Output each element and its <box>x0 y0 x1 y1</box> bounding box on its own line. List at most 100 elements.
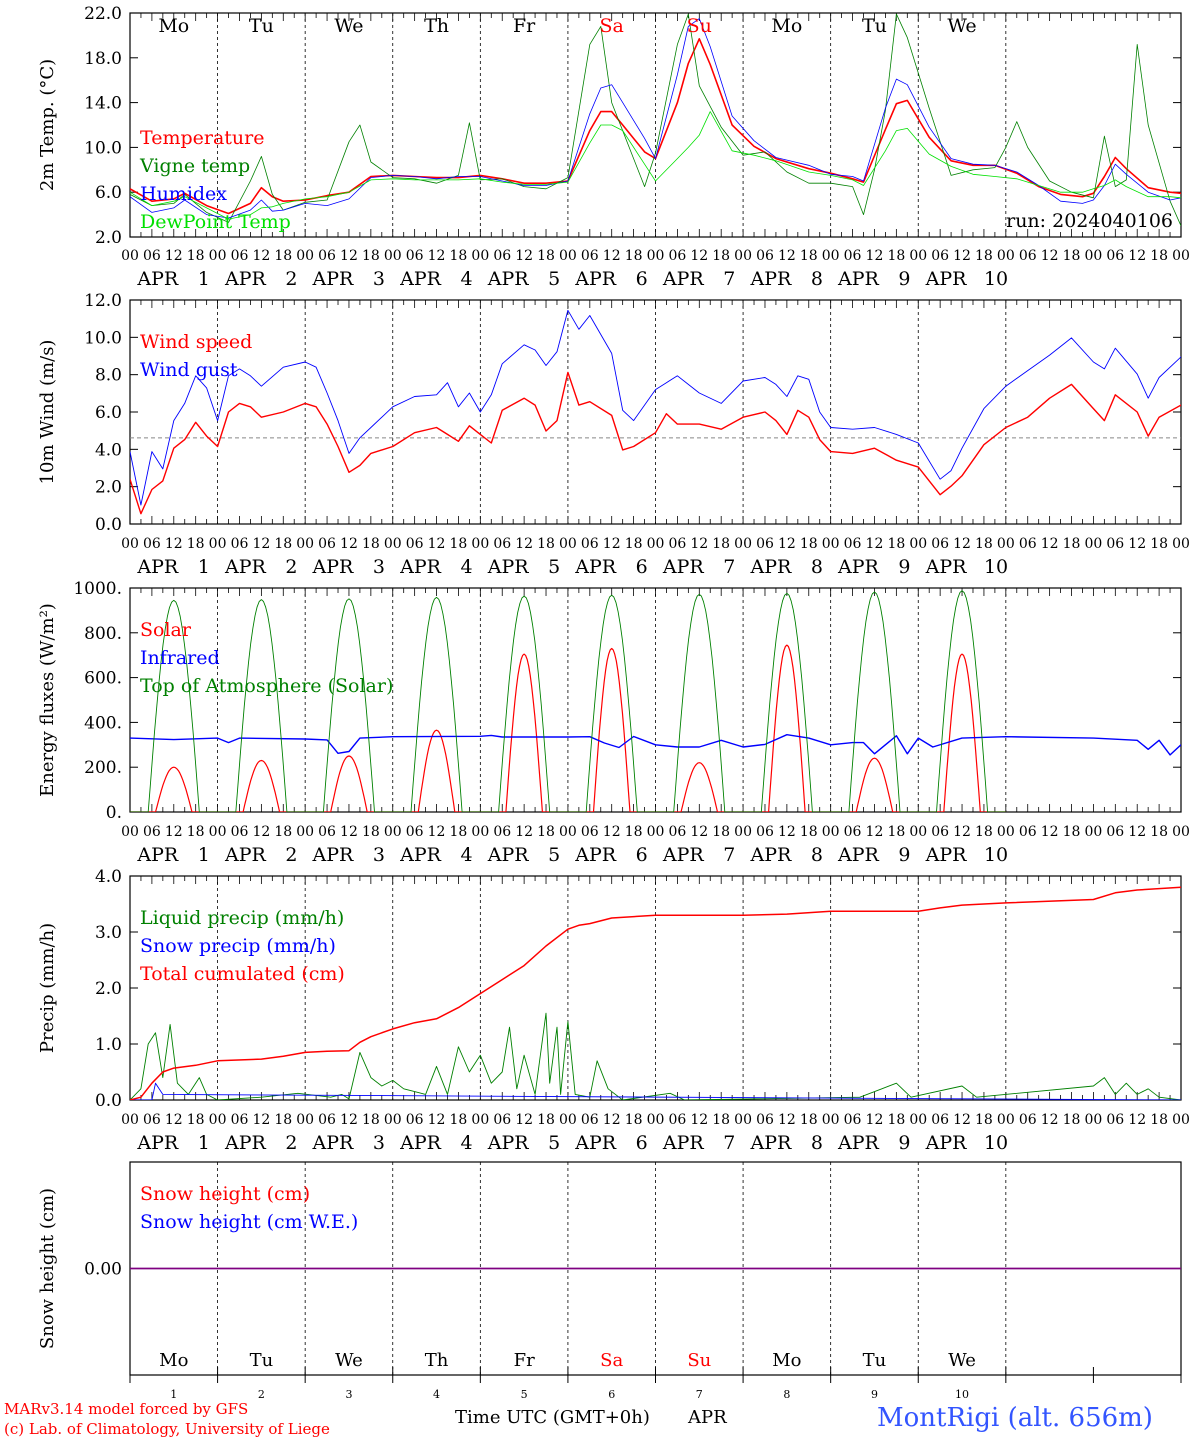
date-day-label: 7 <box>723 268 735 290</box>
date-day-label: 5 <box>548 844 560 866</box>
hour-tick-label: 00 <box>384 536 402 552</box>
weekday-label: We <box>947 15 976 37</box>
date-month-label: APR <box>487 556 530 578</box>
hour-tick-label: 12 <box>1041 536 1059 552</box>
date-day-label: 8 <box>811 268 823 290</box>
date-day-label: 9 <box>898 844 910 866</box>
date-day-label: 8 <box>811 844 823 866</box>
hour-tick-label: 12 <box>1041 1112 1059 1128</box>
hour-tick-label: 06 <box>406 248 424 264</box>
weekday-label: Th <box>424 15 449 37</box>
hour-tick-label: 12 <box>603 1112 621 1128</box>
weekday-label: Su <box>687 15 712 37</box>
hour-tick-label: 12 <box>778 536 796 552</box>
hour-tick-label: 00 <box>822 248 840 264</box>
hour-tick-label: 12 <box>690 536 708 552</box>
hour-tick-label: 06 <box>581 824 599 840</box>
hour-tick-label: 00 <box>471 536 489 552</box>
hour-tick-label: 18 <box>537 536 555 552</box>
weekday-label: We <box>948 1350 976 1371</box>
hour-tick-label: 18 <box>274 536 292 552</box>
weekday-label: Tu <box>249 15 274 37</box>
hour-tick-label: 00 <box>384 248 402 264</box>
hour-tick-label: 18 <box>1063 248 1081 264</box>
y-tick-label: 4.0 <box>95 867 122 887</box>
hour-tick-label: 00 <box>121 824 139 840</box>
hour-tick-label: 06 <box>406 536 424 552</box>
hour-tick-label: 06 <box>318 248 336 264</box>
day-number-label: 6 <box>608 1388 615 1401</box>
hour-tick-label: 00 <box>559 1112 577 1128</box>
hour-tick-label: 18 <box>1150 248 1168 264</box>
hour-tick-label: 00 <box>1172 1112 1190 1128</box>
hour-tick-label: 18 <box>537 1112 555 1128</box>
hour-tick-label: 06 <box>581 536 599 552</box>
hour-tick-label: 06 <box>1106 1112 1124 1128</box>
y-tick-label: 14.0 <box>84 94 122 114</box>
y-tick-label: 3.0 <box>95 923 122 943</box>
date-day-label: 1 <box>198 268 210 290</box>
date-day-label: 5 <box>548 556 560 578</box>
y-tick-label: 400. <box>84 713 122 733</box>
day-number-label: 7 <box>696 1388 703 1401</box>
hour-tick-label: 06 <box>231 248 249 264</box>
hour-tick-label: 06 <box>668 1112 686 1128</box>
date-month-label: APR <box>312 1132 355 1154</box>
hour-tick-label: 06 <box>318 824 336 840</box>
hour-tick-label: 18 <box>800 248 818 264</box>
date-month-label: APR <box>224 268 267 290</box>
date-month-label: APR <box>925 1132 968 1154</box>
date-month-label: APR <box>224 556 267 578</box>
y-tick-label: 6.0 <box>95 403 122 423</box>
hour-tick-label: 00 <box>647 824 665 840</box>
hour-tick-label: 00 <box>997 248 1015 264</box>
hour-tick-label: 06 <box>1019 248 1037 264</box>
date-month-label: APR <box>837 1132 880 1154</box>
date-month-label: APR <box>312 844 355 866</box>
date-month-label: APR <box>136 1132 179 1154</box>
date-day-label: 10 <box>984 844 1008 866</box>
hour-tick-label: 18 <box>537 248 555 264</box>
weekday-label: Su <box>687 1350 711 1371</box>
hour-tick-label: 12 <box>165 824 183 840</box>
series-line <box>130 886 1181 1100</box>
hour-tick-label: 18 <box>800 824 818 840</box>
hour-tick-label: 00 <box>647 248 665 264</box>
date-day-label: 2 <box>285 844 297 866</box>
hour-tick-label: 18 <box>450 536 468 552</box>
hour-tick-label: 00 <box>647 1112 665 1128</box>
date-day-label: 8 <box>811 556 823 578</box>
y-tick-label: 18.0 <box>84 49 122 69</box>
hour-tick-label: 12 <box>515 824 533 840</box>
series-line <box>130 111 1181 220</box>
y-tick-label: 10.0 <box>84 138 122 158</box>
day-number-label: 4 <box>433 1388 440 1401</box>
hour-tick-label: 00 <box>296 536 314 552</box>
hour-tick-label: 06 <box>931 536 949 552</box>
legend-entry: Snow height (cm W.E.) <box>140 1211 358 1233</box>
hour-tick-label: 06 <box>1106 536 1124 552</box>
date-month-label: APR <box>136 268 179 290</box>
date-day-label: 3 <box>373 556 385 578</box>
date-month-label: APR <box>224 844 267 866</box>
y-tick-label: 10.0 <box>84 328 122 348</box>
series-line <box>130 38 1181 215</box>
hour-tick-label: 12 <box>428 536 446 552</box>
weekday-label: Fr <box>514 1350 535 1371</box>
hour-tick-label: 18 <box>450 824 468 840</box>
hour-tick-label: 18 <box>800 536 818 552</box>
hour-tick-label: 12 <box>603 824 621 840</box>
model-caption: MARv3.14 model forced by GFS <box>4 1400 248 1418</box>
legend-entry: Infrared <box>140 647 220 669</box>
hour-tick-label: 00 <box>296 1112 314 1128</box>
date-day-label: 5 <box>548 1132 560 1154</box>
legend-entry: Temperature <box>140 127 264 149</box>
hour-tick-label: 18 <box>887 824 905 840</box>
hour-tick-label: 12 <box>953 824 971 840</box>
hour-tick-label: 06 <box>668 248 686 264</box>
hour-tick-label: 00 <box>1085 248 1103 264</box>
hour-tick-label: 06 <box>1106 824 1124 840</box>
weekday-label: Fr <box>513 15 536 37</box>
y-tick-label: 12.0 <box>84 291 122 311</box>
date-day-label: 9 <box>898 268 910 290</box>
